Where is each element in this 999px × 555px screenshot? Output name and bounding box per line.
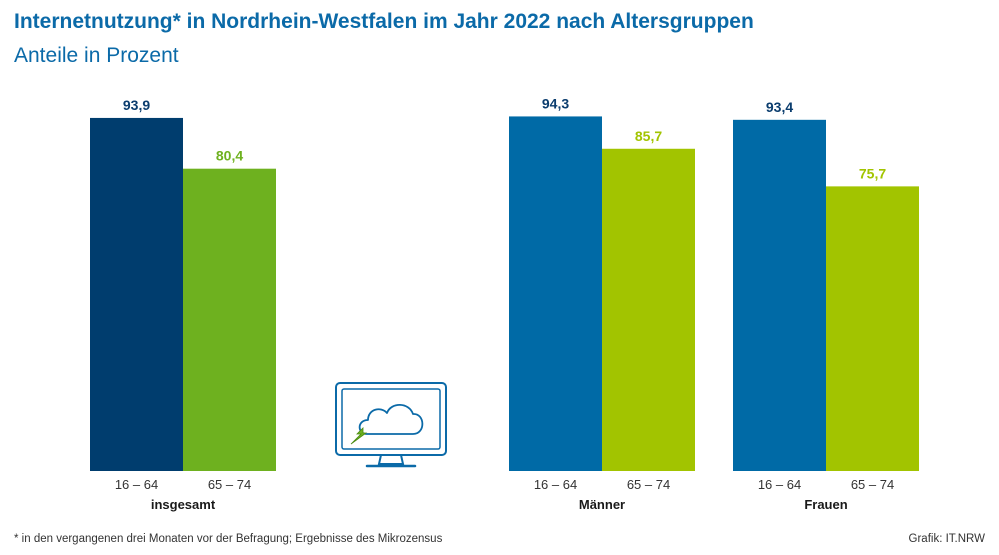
bar-frauen-16-64 [733, 119, 826, 471]
tick-label-frauen-16-64: 16 – 64 [758, 477, 801, 492]
tick-label-frauen-65-74: 65 – 74 [851, 477, 894, 492]
data-label-maenner-65-74: 85,7 [635, 128, 662, 144]
data-label-frauen-65-74: 75,7 [859, 165, 886, 181]
chart-subtitle: Anteile in Prozent [14, 44, 179, 67]
footnote: * in den vergangenen drei Monaten vor de… [14, 533, 443, 545]
group-label-insgesamt: insgesamt [151, 497, 216, 512]
data-label-insgesamt-65-74: 80,4 [216, 148, 243, 164]
bar-chart: 93,9 16 – 64 80,4 65 – 74 insgesamt 94,3 16 – … [90, 95, 919, 512]
monitor-cloud-icon [335, 382, 447, 468]
bar-maenner-65-74 [602, 148, 695, 471]
data-label-insgesamt-16-64: 93,9 [123, 97, 150, 113]
group-label-maenner: Männer [579, 497, 625, 512]
chart-title: Internetnutzung* in Nordrhein-Westfalen … [14, 10, 754, 33]
data-label-maenner-16-64: 94,3 [542, 95, 569, 111]
bar-insgesamt-65-74 [183, 168, 276, 472]
group-label-frauen: Frauen [804, 497, 847, 512]
bar-maenner-16-64 [509, 116, 602, 471]
tick-label-maenner-16-64: 16 – 64 [534, 477, 577, 492]
bar-frauen-65-74 [826, 186, 919, 472]
tick-label-insgesamt-65-74: 65 – 74 [208, 477, 251, 492]
source-credit: Grafik: IT.NRW [908, 533, 985, 545]
data-label-frauen-16-64: 93,4 [766, 99, 793, 115]
bar-insgesamt-16-64 [90, 117, 183, 471]
tick-label-maenner-65-74: 65 – 74 [627, 477, 670, 492]
tick-label-insgesamt-16-64: 16 – 64 [115, 477, 158, 492]
